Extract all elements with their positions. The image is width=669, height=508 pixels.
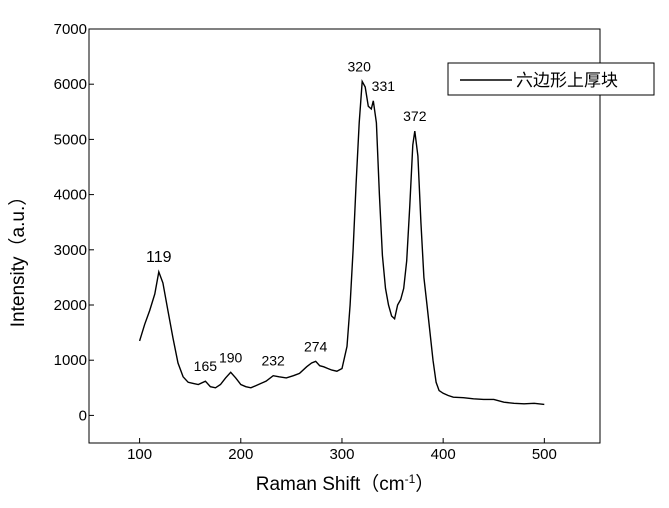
x-axis-title: Raman Shift（cm-1） xyxy=(256,472,435,495)
peak-label: 165 xyxy=(194,358,218,374)
peak-label: 119 xyxy=(146,249,172,266)
y-tick-label: 5000 xyxy=(54,131,87,148)
spectrum-line xyxy=(138,78,545,406)
y-tick-label: 3000 xyxy=(54,242,87,259)
x-tick-label: 400 xyxy=(431,446,456,463)
plot-frame xyxy=(88,28,601,444)
y-axis-ticks: 0 1000 2000 3000 4000 5000 6000 7000 xyxy=(54,21,94,424)
x-tick-label: 200 xyxy=(228,446,253,463)
y-tick-label: 4000 xyxy=(54,187,87,204)
y-tick-label: 2000 xyxy=(54,297,87,314)
peak-label: 331 xyxy=(372,78,396,94)
peak-label: 274 xyxy=(304,338,328,354)
peak-label: 320 xyxy=(348,58,372,74)
legend: 六边形上厚块 xyxy=(447,62,655,96)
peak-label: 232 xyxy=(261,353,285,369)
y-axis-title: Intensity（a.u.） xyxy=(7,187,29,327)
x-tick-label: 300 xyxy=(329,446,354,463)
y-tick-label: 0 xyxy=(79,407,87,424)
peak-label: 190 xyxy=(219,349,243,365)
y-tick-label: 1000 xyxy=(54,352,87,369)
x-axis-title-superscript: -1 xyxy=(405,472,416,486)
y-tick-label: 7000 xyxy=(54,21,87,38)
x-axis-ticks: 100 200 300 400 500 xyxy=(127,438,557,463)
x-tick-label: 100 xyxy=(127,446,152,463)
legend-box xyxy=(447,62,655,96)
x-tick-label: 500 xyxy=(532,446,557,463)
peak-label: 372 xyxy=(403,108,427,124)
y-tick-label: 6000 xyxy=(54,76,87,93)
legend-label: 六边形上厚块 xyxy=(516,71,618,91)
